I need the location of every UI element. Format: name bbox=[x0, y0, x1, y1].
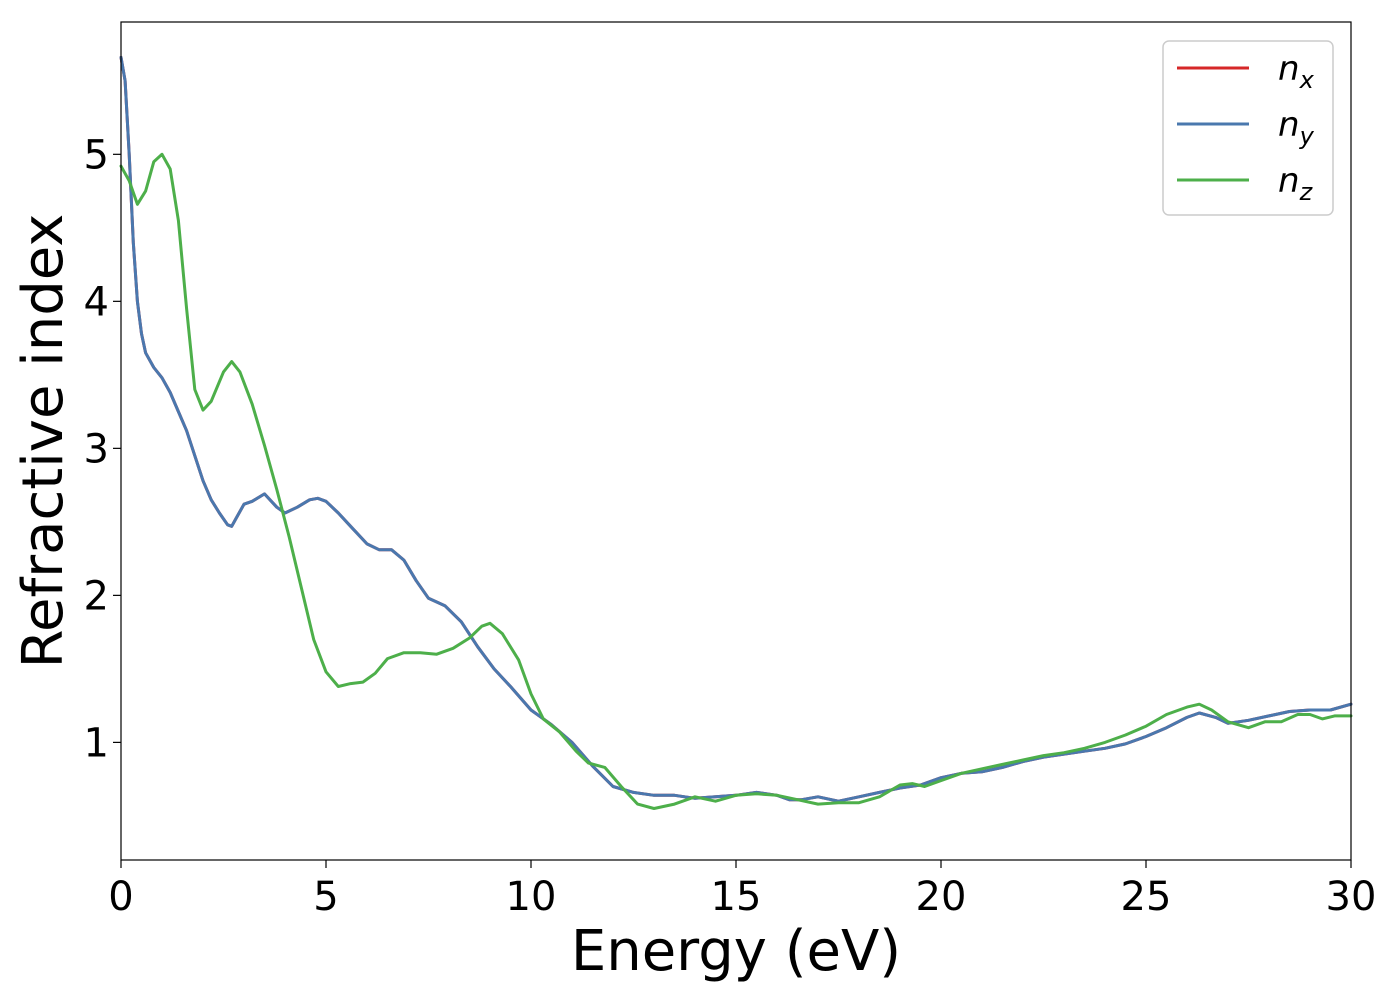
x-tick-label: 0 bbox=[108, 874, 133, 920]
y-tick-label: 1 bbox=[84, 720, 109, 766]
y-tick-label: 2 bbox=[84, 573, 109, 619]
series-line-nz bbox=[119, 152, 1353, 810]
x-tick-label: 20 bbox=[916, 874, 967, 920]
y-tick-label: 5 bbox=[84, 132, 109, 178]
plot-area bbox=[121, 22, 1351, 860]
legend-label-nx: nx bbox=[1278, 49, 1315, 94]
x-axis-label: Energy (eV) bbox=[571, 919, 901, 984]
legend-label-nz: nz bbox=[1278, 161, 1314, 206]
x-tick-label: 15 bbox=[711, 874, 762, 920]
legend-label-ny: ny bbox=[1278, 105, 1315, 150]
legend: nx ny nz bbox=[1162, 40, 1334, 216]
x-tick-label: 5 bbox=[313, 874, 338, 920]
x-tick-label: 30 bbox=[1326, 874, 1377, 920]
y-tick-label: 3 bbox=[84, 426, 109, 472]
series-layer bbox=[119, 55, 1353, 810]
x-tick-label: 25 bbox=[1121, 874, 1172, 920]
y-tick-label: 4 bbox=[84, 279, 109, 325]
y-axis-ticks: 1 2 3 4 5 bbox=[84, 132, 121, 766]
legend-box bbox=[1162, 40, 1334, 216]
x-tick-label: 10 bbox=[506, 874, 557, 920]
x-axis-ticks: 0 5 10 15 20 25 30 bbox=[108, 860, 1376, 920]
y-axis-label: Refractive index bbox=[11, 214, 76, 669]
